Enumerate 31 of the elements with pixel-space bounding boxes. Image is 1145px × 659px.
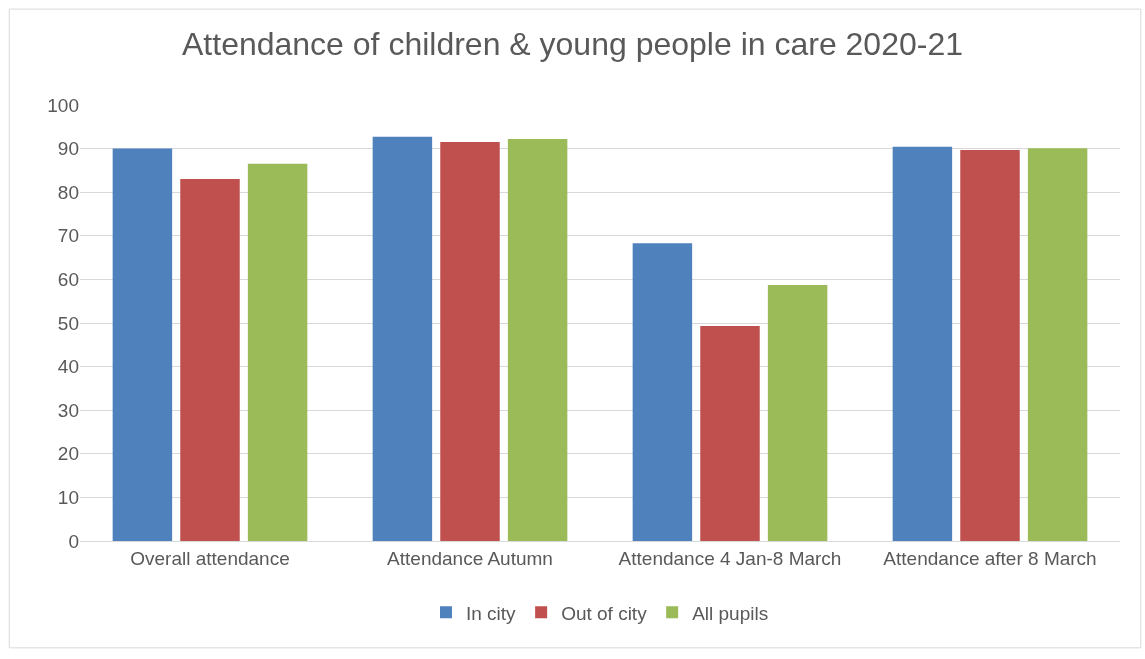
legend-label: Out of city <box>561 602 648 624</box>
bar <box>247 163 308 541</box>
legend-label: In city <box>466 602 517 624</box>
y-tick-label: 70 <box>57 225 79 247</box>
y-tick-label: 30 <box>57 399 79 421</box>
bar <box>892 146 953 541</box>
x-tick-label: Attendance 4 Jan-8 March <box>618 547 842 569</box>
y-tick-label: 10 <box>57 487 79 509</box>
y-tick-label: 90 <box>57 138 79 160</box>
y-tick-label: 100 <box>47 94 79 116</box>
x-tick-label: Attendance Autumn <box>387 547 553 569</box>
bar <box>1027 148 1088 541</box>
y-tick-label: 20 <box>57 443 79 465</box>
bar <box>180 179 240 541</box>
bar <box>767 285 828 541</box>
bar <box>507 139 568 541</box>
bar <box>440 142 500 541</box>
bar <box>632 243 693 541</box>
bar <box>960 149 1020 541</box>
bar <box>372 136 433 541</box>
bar <box>112 148 173 541</box>
y-tick-label: 80 <box>57 181 79 203</box>
bar <box>700 326 760 541</box>
x-tick-label: Overall attendance <box>130 547 290 569</box>
y-tick-label: 40 <box>57 356 79 378</box>
chart-title: Attendance of children & young people in care 2020-21 <box>182 26 963 63</box>
y-tick-label: 0 <box>68 530 79 552</box>
y-tick-label: 60 <box>57 269 79 291</box>
y-tick-label: 50 <box>57 312 79 334</box>
x-tick-label: Attendance after 8 March <box>883 547 1097 569</box>
legend-label: All pupils <box>692 602 769 624</box>
